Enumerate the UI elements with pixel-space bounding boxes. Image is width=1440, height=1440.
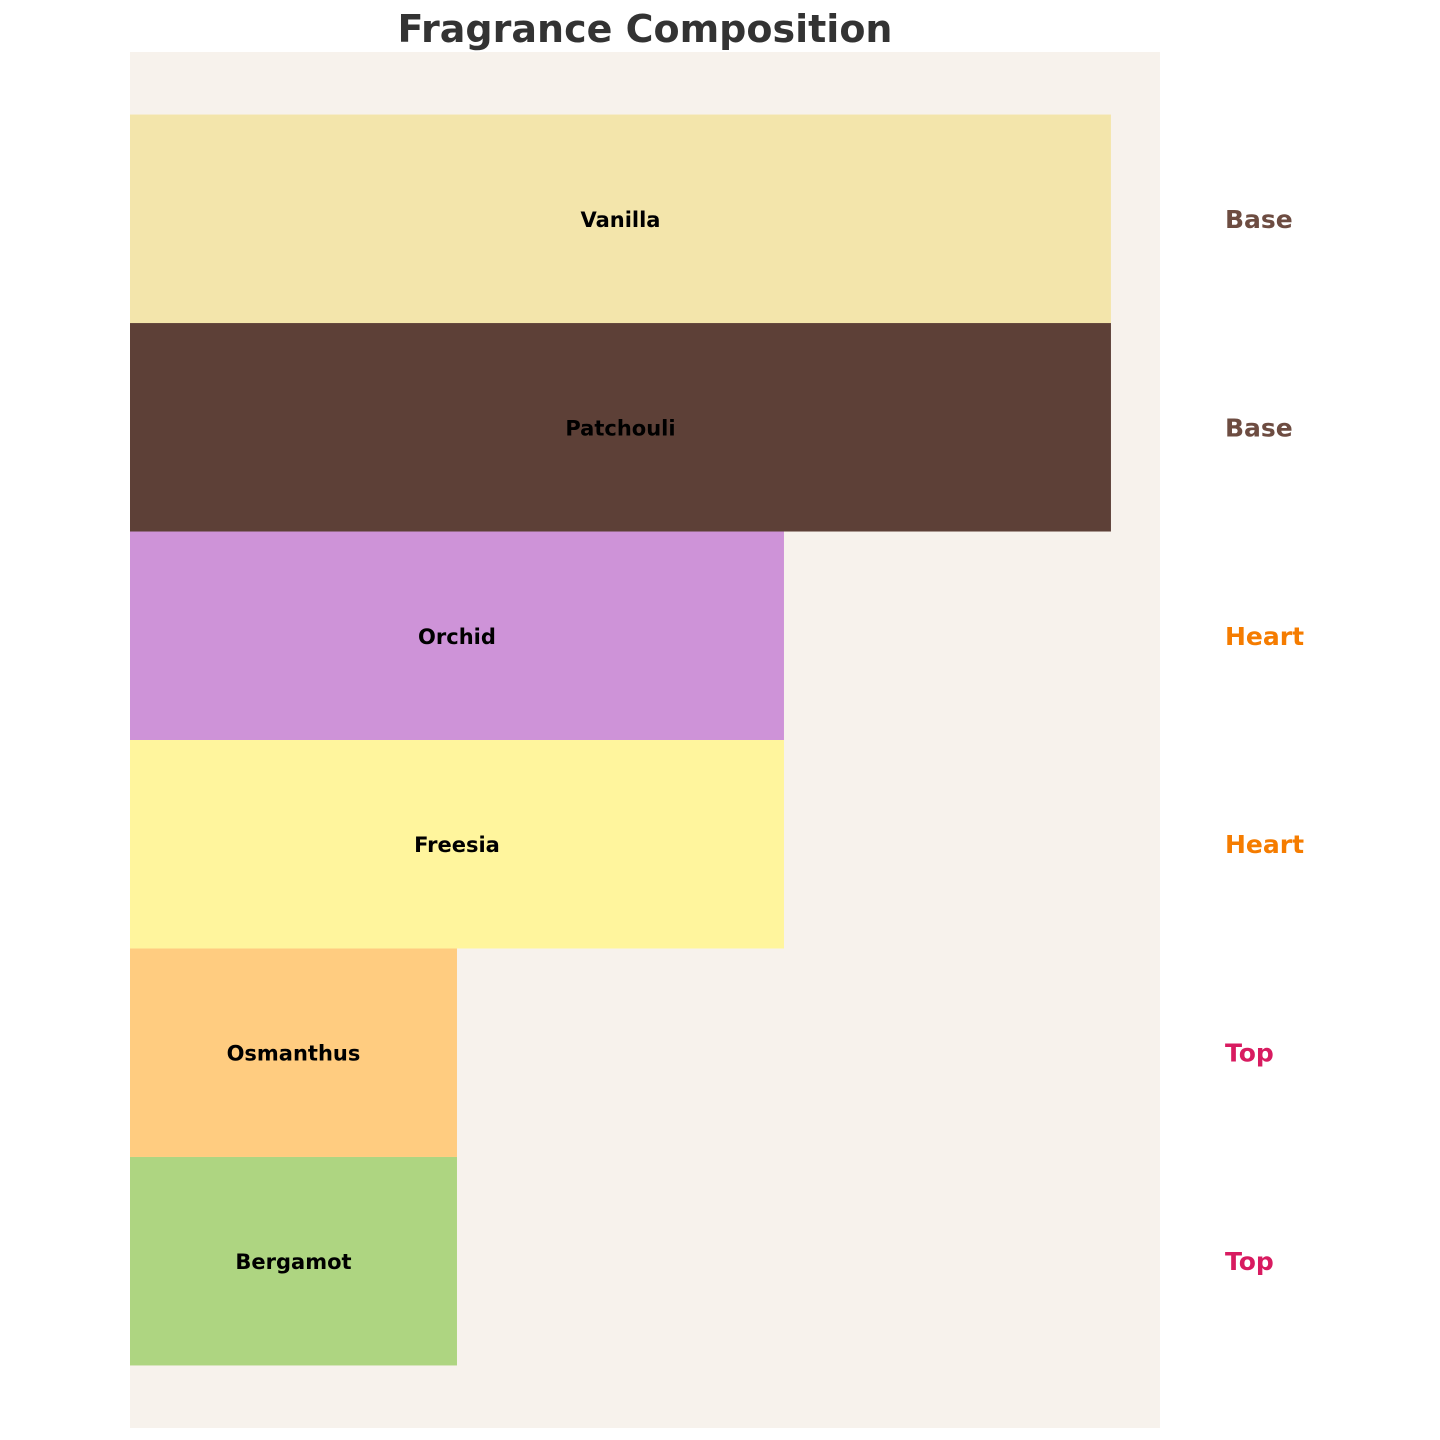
bar-vanilla xyxy=(130,114,1111,324)
bar-bergamot xyxy=(130,1156,457,1366)
stage-label: Heart xyxy=(1225,830,1304,859)
bar-label: Orchid xyxy=(418,625,496,649)
bar-label: Freesia xyxy=(414,833,500,857)
stage-label: Top xyxy=(1225,1247,1274,1276)
bar-label: Vanilla xyxy=(580,208,660,232)
bar-label: Bergamot xyxy=(235,1250,351,1274)
bar-osmanthus xyxy=(130,948,457,1157)
bar-label: Osmanthus xyxy=(227,1042,361,1066)
bar-patchouli xyxy=(130,323,1111,532)
stage-label: Top xyxy=(1225,1039,1274,1068)
bar-freesia xyxy=(130,740,784,949)
stage-label: Base xyxy=(1225,413,1293,442)
stage-label: Heart xyxy=(1225,622,1304,651)
bar-label: Patchouli xyxy=(565,416,675,440)
chart-title: Fragrance Composition xyxy=(398,7,893,51)
stage-label: Base xyxy=(1225,205,1293,234)
bar-orchid xyxy=(130,531,784,740)
